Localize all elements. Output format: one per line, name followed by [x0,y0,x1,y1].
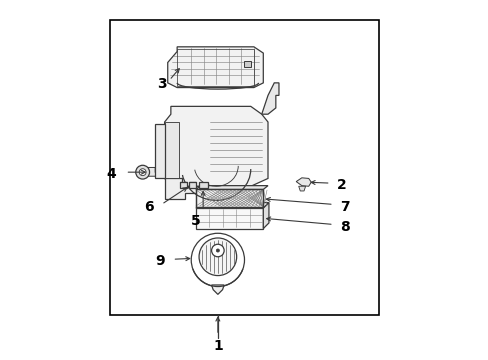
Circle shape [199,238,236,275]
Polygon shape [164,122,178,179]
Circle shape [136,165,149,179]
Bar [109,20,379,315]
Bar [196,208,263,229]
Text: 2: 2 [336,178,346,192]
Text: 4: 4 [106,167,116,181]
Polygon shape [164,179,200,199]
Circle shape [216,249,219,252]
Polygon shape [167,47,263,87]
Polygon shape [296,178,310,186]
Polygon shape [196,203,268,208]
Text: 9: 9 [155,255,164,269]
Bar [188,181,196,188]
Bar [199,181,207,188]
Text: 5: 5 [191,214,201,228]
Bar [180,181,187,188]
Polygon shape [298,186,305,191]
Polygon shape [211,285,224,294]
Polygon shape [196,186,267,189]
Polygon shape [164,106,267,186]
Circle shape [139,169,146,176]
Text: 8: 8 [339,220,349,234]
Polygon shape [147,167,156,176]
Polygon shape [261,83,278,114]
Text: 6: 6 [144,200,153,213]
Bar [244,61,250,67]
Text: 7: 7 [339,200,349,213]
Polygon shape [263,203,268,229]
Circle shape [211,244,224,257]
Polygon shape [155,123,164,179]
Bar [196,189,263,207]
Text: 3: 3 [156,77,166,91]
Text: 1: 1 [213,339,223,353]
Bar [196,189,263,207]
